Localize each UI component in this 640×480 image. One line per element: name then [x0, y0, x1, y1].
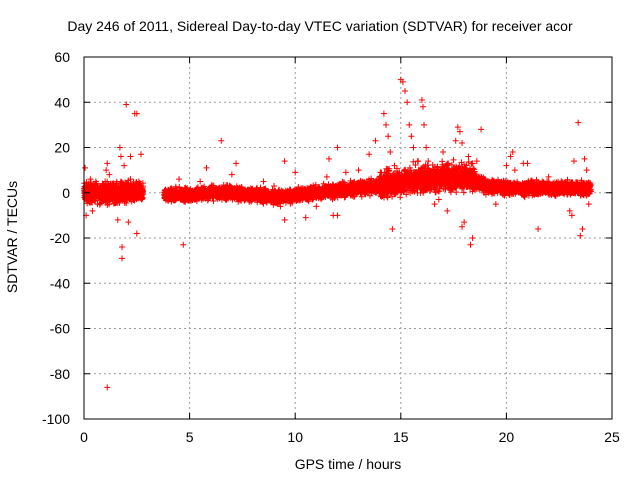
data-point — [172, 184, 179, 191]
data-point — [450, 156, 457, 163]
data-point — [93, 180, 100, 187]
data-point — [139, 183, 146, 190]
data-points — [81, 76, 594, 391]
data-point — [97, 200, 104, 207]
data-point — [123, 200, 130, 207]
data-point — [453, 189, 460, 196]
grid-lines — [84, 57, 612, 419]
